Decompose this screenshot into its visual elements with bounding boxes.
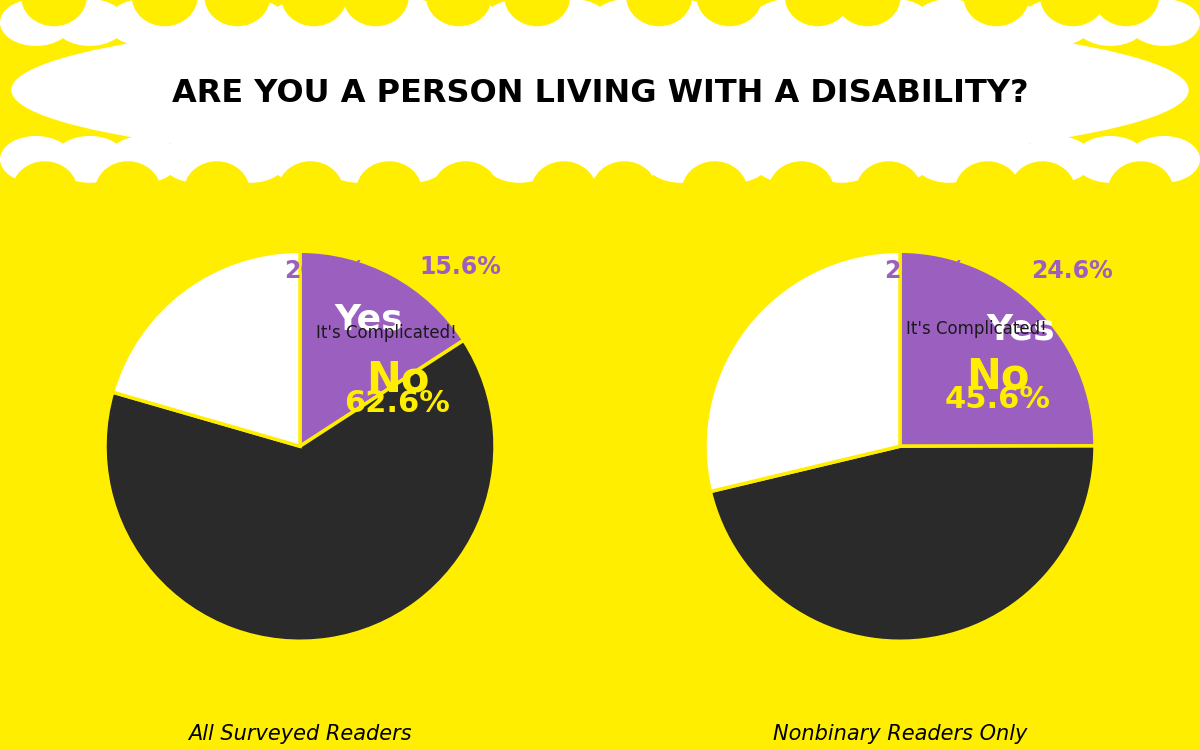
Ellipse shape bbox=[132, 0, 198, 26]
Ellipse shape bbox=[54, 0, 126, 46]
Ellipse shape bbox=[644, 0, 716, 46]
Ellipse shape bbox=[626, 0, 692, 26]
Ellipse shape bbox=[752, 136, 824, 183]
Ellipse shape bbox=[484, 136, 556, 183]
Ellipse shape bbox=[0, 136, 72, 183]
Ellipse shape bbox=[530, 161, 596, 221]
Ellipse shape bbox=[215, 0, 287, 46]
Ellipse shape bbox=[967, 136, 1039, 183]
Ellipse shape bbox=[376, 0, 448, 46]
Ellipse shape bbox=[592, 161, 658, 221]
Ellipse shape bbox=[1020, 136, 1092, 183]
Ellipse shape bbox=[161, 0, 233, 46]
Ellipse shape bbox=[805, 136, 877, 183]
Wedge shape bbox=[900, 251, 1094, 446]
Text: Nonbinary Readers Only: Nonbinary Readers Only bbox=[773, 724, 1027, 744]
Text: No: No bbox=[966, 355, 1030, 397]
Ellipse shape bbox=[1128, 136, 1200, 183]
Ellipse shape bbox=[967, 0, 1039, 46]
Ellipse shape bbox=[859, 136, 931, 183]
Text: 62.6%: 62.6% bbox=[344, 388, 450, 418]
Text: It's Complicated!: It's Complicated! bbox=[906, 320, 1046, 338]
Ellipse shape bbox=[954, 161, 1020, 221]
Ellipse shape bbox=[698, 0, 770, 46]
Ellipse shape bbox=[590, 136, 662, 183]
Text: 15.6%: 15.6% bbox=[419, 255, 500, 279]
Ellipse shape bbox=[54, 136, 126, 183]
Ellipse shape bbox=[432, 161, 498, 221]
Ellipse shape bbox=[805, 0, 877, 46]
Text: ARE YOU A PERSON LIVING WITH A DISABILITY?: ARE YOU A PERSON LIVING WITH A DISABILIT… bbox=[172, 78, 1028, 110]
Wedge shape bbox=[106, 340, 494, 641]
Ellipse shape bbox=[1074, 136, 1146, 183]
Ellipse shape bbox=[343, 0, 409, 26]
Text: 45.6%: 45.6% bbox=[944, 385, 1050, 414]
Ellipse shape bbox=[696, 0, 762, 26]
Ellipse shape bbox=[0, 0, 72, 46]
Text: Yes: Yes bbox=[986, 312, 1055, 346]
Ellipse shape bbox=[20, 0, 86, 26]
Ellipse shape bbox=[1108, 161, 1174, 221]
Text: Yes: Yes bbox=[334, 302, 402, 337]
Wedge shape bbox=[113, 251, 300, 446]
Ellipse shape bbox=[590, 0, 662, 46]
Ellipse shape bbox=[269, 136, 341, 183]
Ellipse shape bbox=[538, 0, 610, 46]
Ellipse shape bbox=[752, 0, 824, 46]
Ellipse shape bbox=[1009, 161, 1075, 221]
Text: No: No bbox=[366, 359, 430, 401]
Ellipse shape bbox=[698, 136, 770, 183]
Text: 28.3%: 28.3% bbox=[884, 259, 966, 283]
Ellipse shape bbox=[108, 136, 180, 183]
Text: 24.6%: 24.6% bbox=[1031, 259, 1112, 283]
Ellipse shape bbox=[484, 0, 556, 46]
Ellipse shape bbox=[682, 161, 748, 221]
Ellipse shape bbox=[1040, 0, 1106, 26]
Ellipse shape bbox=[12, 13, 1188, 167]
Ellipse shape bbox=[964, 0, 1030, 26]
Ellipse shape bbox=[277, 161, 343, 221]
Ellipse shape bbox=[504, 0, 570, 26]
Ellipse shape bbox=[1128, 0, 1200, 46]
Ellipse shape bbox=[269, 0, 341, 46]
Ellipse shape bbox=[95, 161, 161, 221]
Wedge shape bbox=[706, 251, 900, 491]
Ellipse shape bbox=[323, 0, 395, 46]
Ellipse shape bbox=[538, 136, 610, 183]
Text: 20.2%: 20.2% bbox=[284, 259, 366, 283]
Text: It's Complicated!: It's Complicated! bbox=[316, 324, 456, 342]
Ellipse shape bbox=[1074, 0, 1146, 46]
Ellipse shape bbox=[323, 136, 395, 183]
Ellipse shape bbox=[913, 136, 985, 183]
Ellipse shape bbox=[859, 0, 931, 46]
Ellipse shape bbox=[1020, 0, 1092, 46]
Ellipse shape bbox=[430, 0, 502, 46]
Ellipse shape bbox=[1093, 0, 1159, 26]
Ellipse shape bbox=[12, 161, 78, 221]
Ellipse shape bbox=[430, 136, 502, 183]
Ellipse shape bbox=[426, 0, 492, 26]
Wedge shape bbox=[710, 446, 1096, 641]
Ellipse shape bbox=[184, 161, 250, 221]
Ellipse shape bbox=[835, 0, 901, 26]
Ellipse shape bbox=[913, 0, 985, 46]
Ellipse shape bbox=[785, 0, 851, 26]
Ellipse shape bbox=[108, 0, 180, 46]
Ellipse shape bbox=[376, 136, 448, 183]
Ellipse shape bbox=[768, 161, 834, 221]
Ellipse shape bbox=[856, 161, 922, 221]
Ellipse shape bbox=[215, 136, 287, 183]
Ellipse shape bbox=[644, 136, 716, 183]
Text: All Surveyed Readers: All Surveyed Readers bbox=[188, 724, 412, 744]
Ellipse shape bbox=[356, 161, 422, 221]
Ellipse shape bbox=[281, 0, 347, 26]
Ellipse shape bbox=[204, 0, 270, 26]
Wedge shape bbox=[300, 251, 463, 446]
Ellipse shape bbox=[161, 136, 233, 183]
